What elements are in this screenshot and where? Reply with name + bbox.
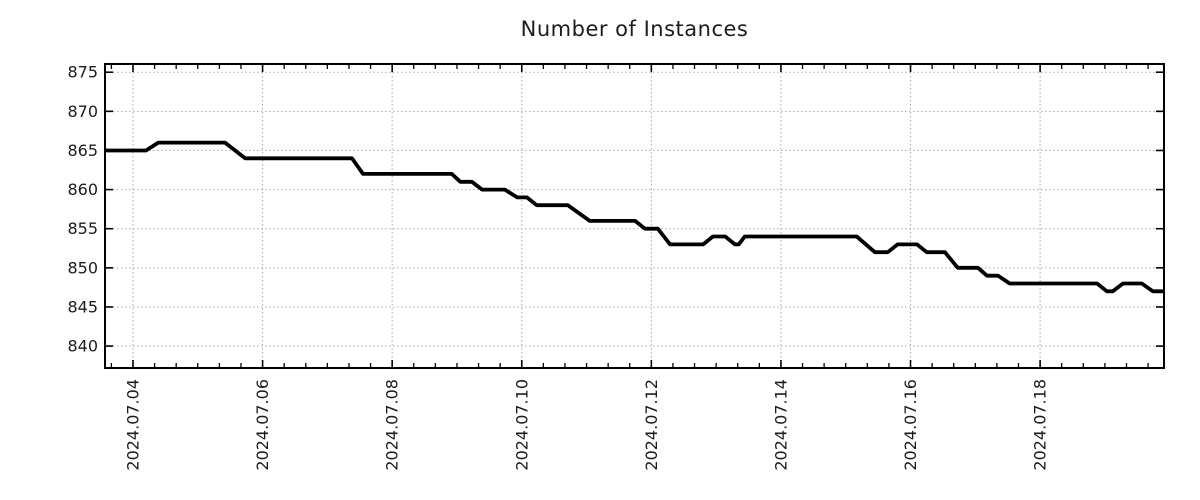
plot-border — [104, 63, 1165, 369]
x-tick-label: 2024.07.16 — [901, 379, 920, 471]
chart-title: Number of Instances — [520, 17, 749, 41]
y-tick-label: 865 — [67, 141, 98, 160]
y-tick-label: 855 — [67, 219, 98, 238]
y-tick-label: 860 — [67, 180, 98, 199]
x-tick-label: 2024.07.06 — [253, 379, 272, 471]
y-tick-label: 845 — [67, 297, 98, 316]
y-tick-label: 850 — [67, 258, 98, 277]
x-tick-label: 2024.07.04 — [123, 379, 142, 471]
series-line-instances — [105, 140, 1164, 294]
x-tick-label: 2024.07.14 — [771, 379, 790, 471]
x-tick-label: 2024.07.12 — [642, 379, 661, 471]
y-tick-label: 875 — [67, 63, 98, 82]
x-tick-label: 2024.07.18 — [1031, 379, 1050, 471]
x-tick-label: 2024.07.08 — [383, 379, 402, 471]
y-tick-label: 840 — [67, 337, 98, 356]
x-tick-label: 2024.07.10 — [512, 379, 531, 471]
y-tick-label: 870 — [67, 102, 98, 121]
